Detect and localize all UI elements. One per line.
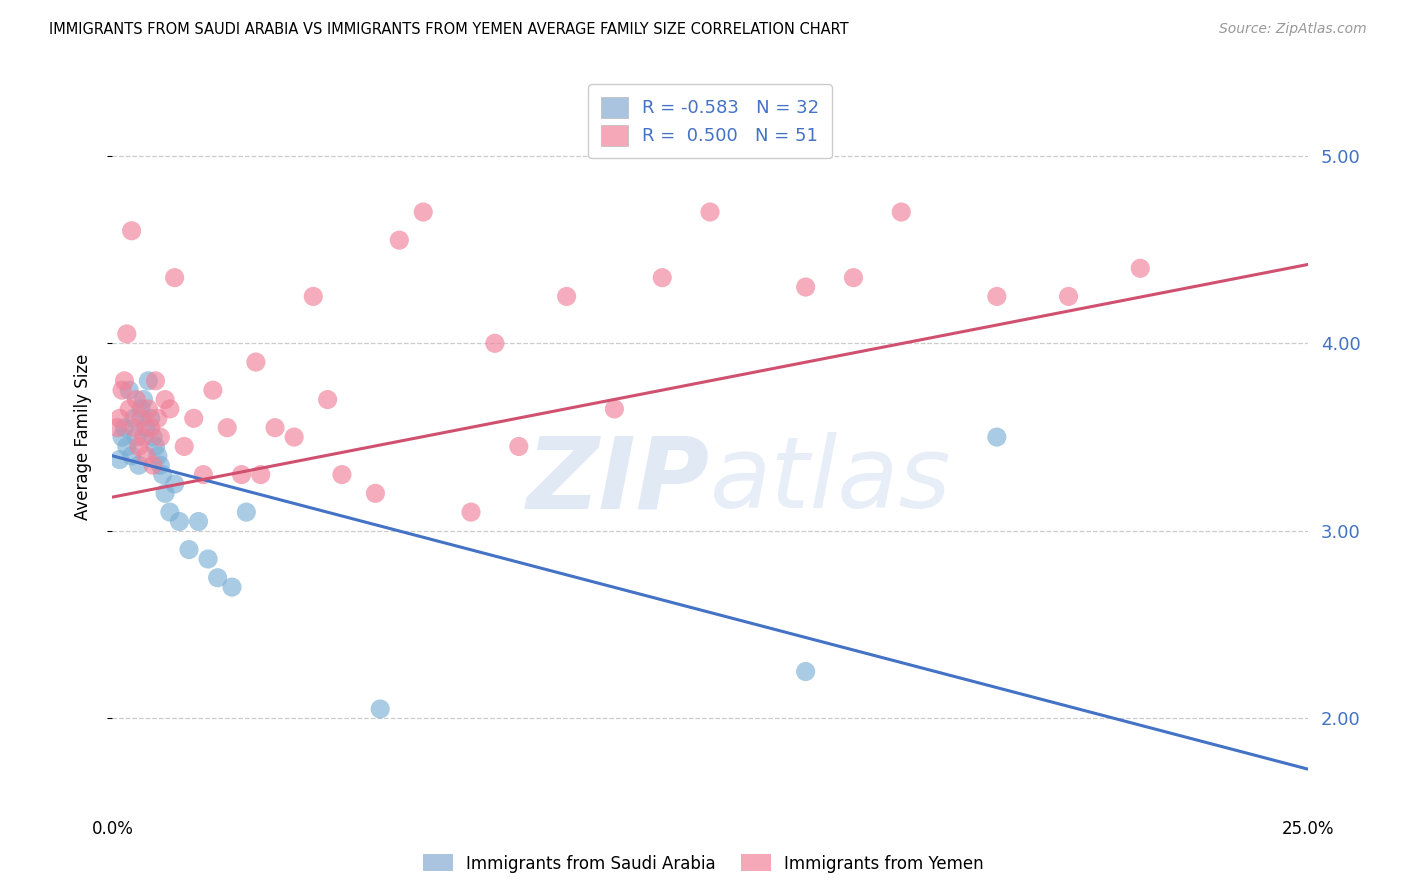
Point [135,449,157,463]
Point [114,420,135,434]
Point [460,505,482,519]
Point [159,401,181,416]
Point [221,580,243,594]
Legend: R = -0.583   N = 32, R =  0.500   N = 51: R = -0.583 N = 32, R = 0.500 N = 51 [588,84,832,158]
Point [177,542,200,557]
Point [149,458,172,473]
Point [139,411,162,425]
Point [142,458,165,473]
Point [302,289,325,303]
Point [264,420,287,434]
Point [217,420,239,434]
Point [842,270,865,285]
Legend: Immigrants from Saudi Arabia, Immigrants from Yemen: Immigrants from Saudi Arabia, Immigrants… [416,847,990,880]
Point [153,392,176,407]
Point [163,270,186,285]
Point [699,205,721,219]
Point [129,401,152,416]
Point [986,289,1008,303]
Point [111,383,134,397]
Point [794,665,817,679]
Point [794,280,817,294]
Point [163,477,186,491]
Text: atlas: atlas [710,433,952,530]
Point [118,401,141,416]
Point [121,224,143,238]
Point [128,440,150,454]
Point [115,440,138,454]
Point [986,430,1008,444]
Point [122,411,145,425]
Point [412,205,434,219]
Point [142,430,165,444]
Point [484,336,506,351]
Point [1129,261,1152,276]
Point [132,392,155,407]
Point [108,411,131,425]
Point [118,383,141,397]
Point [316,392,339,407]
Point [125,392,148,407]
Point [207,571,229,585]
Point [508,440,530,454]
Point [187,515,209,529]
Point [231,467,253,482]
Text: 0.0%: 0.0% [91,820,134,838]
Point [138,374,160,388]
Point [149,430,172,444]
Point [368,702,391,716]
Point [193,467,215,482]
Point [1057,289,1080,303]
Point [201,383,224,397]
Point [197,552,219,566]
Point [122,420,145,434]
Point [114,374,135,388]
Point [153,486,176,500]
Point [330,467,353,482]
Y-axis label: Average Family Size: Average Family Size [73,354,91,520]
Point [603,401,626,416]
Text: Source: ZipAtlas.com: Source: ZipAtlas.com [1219,22,1367,37]
Point [146,449,169,463]
Point [111,430,134,444]
Point [121,449,143,463]
Point [115,326,138,341]
Point [235,505,257,519]
Point [183,411,205,425]
Point [283,430,305,444]
Point [129,411,152,425]
Text: IMMIGRANTS FROM SAUDI ARABIA VS IMMIGRANTS FROM YEMEN AVERAGE FAMILY SIZE CORREL: IMMIGRANTS FROM SAUDI ARABIA VS IMMIGRAN… [49,22,849,37]
Point [364,486,387,500]
Point [890,205,912,219]
Point [125,430,148,444]
Text: ZIP: ZIP [527,433,710,530]
Point [145,374,167,388]
Point [152,467,174,482]
Point [555,289,578,303]
Point [139,420,162,434]
Point [132,430,155,444]
Point [146,411,169,425]
Point [135,420,157,434]
Point [159,505,181,519]
Point [145,440,167,454]
Point [651,270,673,285]
Point [108,452,131,467]
Text: 25.0%: 25.0% [1281,820,1334,838]
Point [169,515,191,529]
Point [138,401,160,416]
Point [249,467,271,482]
Point [388,233,411,247]
Point [245,355,267,369]
Point [173,440,195,454]
Point [105,420,128,434]
Point [128,458,150,473]
